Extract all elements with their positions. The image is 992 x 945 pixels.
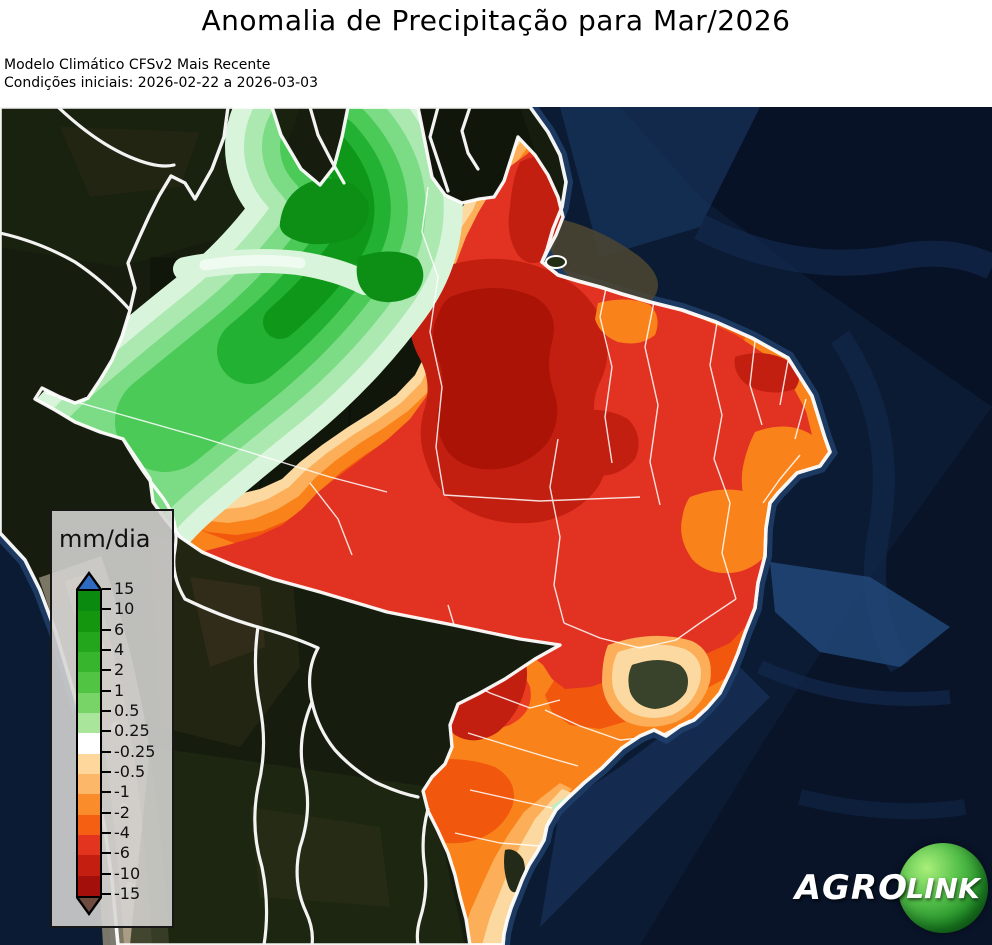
colorbar-tick bbox=[102, 649, 111, 651]
marajo-island bbox=[545, 255, 567, 269]
colorbar-tick-label: -2 bbox=[114, 802, 130, 822]
colorbar-tick-label: -0.5 bbox=[114, 762, 146, 781]
colorbar-segment bbox=[78, 631, 100, 652]
colorbar-tick bbox=[102, 628, 111, 631]
legend-title: mm/dia bbox=[59, 525, 151, 553]
green-valley bbox=[173, 249, 377, 295]
colorbar-tick bbox=[102, 791, 111, 794]
colorbar-segment bbox=[78, 611, 100, 632]
colorbar-tick-label: 0.25 bbox=[114, 721, 150, 741]
subtitle-initial-conditions: Condições iniciais: 2026-02-22 a 2026-03… bbox=[4, 75, 318, 91]
subtitle-model: Modelo Climático CFSv2 Mais Recente bbox=[4, 57, 271, 73]
precipitation-anomaly-map: mm/dia 15 10 6 4 2 1 0.5 0.25 -0.25 -0.5 -1 -2 -4 -6-… bbox=[0, 107, 992, 945]
colorbar-segment bbox=[78, 834, 100, 856]
colorbar-tick bbox=[102, 893, 111, 895]
colorbar-tick-label: 6 bbox=[114, 619, 125, 639]
colorbar-tick-label: 1 bbox=[114, 680, 125, 700]
logo-text-agro: AGRO bbox=[794, 868, 908, 908]
colorbar-segment bbox=[78, 733, 100, 754]
colorbar-tick bbox=[102, 608, 111, 611]
page-title: Anomalia de Precipitação para Mar/2026 bbox=[201, 4, 791, 37]
colorbar-segment bbox=[78, 692, 100, 713]
colorbar-tick bbox=[102, 832, 111, 834]
logo-green-sphere-icon: LINK bbox=[898, 843, 988, 933]
colorbar-tick-label: 2 bbox=[114, 660, 125, 680]
colorbar-tick-label: -6 bbox=[114, 843, 130, 863]
colorbar-tick bbox=[102, 730, 111, 733]
colorbar-tick bbox=[102, 811, 111, 814]
country-borders bbox=[0, 107, 832, 945]
colorbar-segment bbox=[78, 814, 100, 835]
colorbar-segment bbox=[78, 773, 100, 795]
colorbar-tick bbox=[102, 710, 111, 712]
colorbar-tick-label: -15 bbox=[114, 884, 141, 903]
colorbar-tick-label: -1 bbox=[114, 782, 130, 802]
agrolink-logo: AGRO LINK bbox=[795, 843, 988, 933]
colorbar-tick-label: 15 bbox=[114, 579, 135, 598]
colorbar-segment bbox=[78, 794, 100, 815]
colorbar-tick bbox=[102, 852, 111, 855]
colorbar-segment bbox=[78, 591, 100, 612]
colorbar-tick-label: -0.25 bbox=[114, 741, 156, 761]
rio-cream-patch bbox=[602, 635, 711, 727]
colorbar-tick-label: 0.5 bbox=[114, 701, 140, 720]
colorbar-tick bbox=[102, 588, 111, 590]
colorbar-tick bbox=[102, 669, 111, 672]
colorbar-segment bbox=[78, 855, 100, 876]
map-canvas bbox=[0, 107, 992, 945]
colorbar bbox=[76, 589, 102, 898]
header: Anomalia de Precipitação para Mar/2026 M… bbox=[0, 0, 992, 107]
colorbar-tick-label: -4 bbox=[114, 823, 130, 842]
logo-text-link: LINK bbox=[906, 871, 980, 905]
colorbar-tick bbox=[102, 750, 111, 753]
darkest-red-core bbox=[433, 288, 558, 470]
colorbar-segment bbox=[78, 672, 100, 693]
colorbar-tick-label: -10 bbox=[114, 863, 141, 883]
colorbar-segment bbox=[78, 875, 100, 896]
legend-panel: mm/dia 15 10 6 4 2 1 0.5 0.25 -0.25 -0.5 -1 -2 -4 -6-… bbox=[50, 509, 174, 928]
colorbar-tick bbox=[102, 689, 111, 692]
colorbar-tick-label: 4 bbox=[114, 640, 125, 659]
green-cores bbox=[279, 178, 424, 303]
colorbar-segment bbox=[78, 753, 100, 774]
colorbar-tick bbox=[102, 771, 111, 773]
colorbar-tick bbox=[102, 872, 111, 875]
abrolhos-shelf bbox=[770, 562, 950, 667]
colorbar-tick-label: 10 bbox=[114, 599, 135, 619]
colorbar-bottom-arrow bbox=[79, 898, 99, 912]
colorbar-top-arrow bbox=[79, 575, 99, 589]
colorbar-segment bbox=[78, 712, 100, 734]
colorbar-segment bbox=[78, 651, 100, 673]
